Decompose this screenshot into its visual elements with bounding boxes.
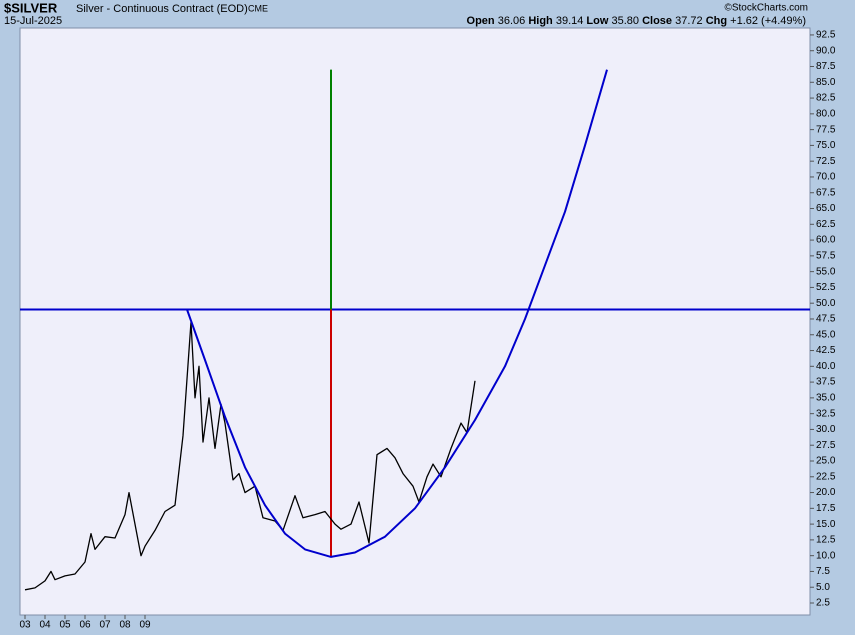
y-tick-label: 62.5 [816, 219, 836, 230]
y-tick-label: 42.5 [816, 345, 836, 356]
y-tick-label: 17.5 [816, 503, 836, 514]
chart-title: Silver - Continuous Contract (EOD) [76, 3, 248, 15]
y-tick-label: 37.5 [816, 377, 836, 388]
y-tick-label: 5.0 [816, 582, 830, 593]
x-tick-label: 04 [39, 620, 51, 631]
y-tick-label: 72.5 [816, 156, 836, 167]
x-tick-label: 07 [99, 620, 111, 631]
y-tick-label: 2.5 [816, 598, 830, 609]
x-tick-label: 03 [19, 620, 31, 631]
quote-label: Low [586, 15, 608, 27]
x-tick-label: 08 [119, 620, 131, 631]
y-tick-label: 45.0 [816, 329, 836, 340]
y-tick-label: 90.0 [816, 45, 836, 56]
y-tick-label: 52.5 [816, 282, 836, 293]
y-tick-label: 60.0 [816, 235, 836, 246]
y-tick-label: 92.5 [816, 30, 836, 41]
quote-value: 37.72 [675, 15, 703, 27]
quote-label: High [528, 15, 553, 27]
x-tick-label: 06 [79, 620, 91, 631]
quote: Open 36.06 High 39.14 Low 35.80 Close 37… [467, 15, 806, 27]
y-tick-label: 70.0 [816, 172, 836, 183]
y-tick-label: 57.5 [816, 250, 836, 261]
y-tick-label: 40.0 [816, 361, 836, 372]
y-tick-label: 30.0 [816, 424, 836, 435]
y-tick-label: 82.5 [816, 93, 836, 104]
y-tick-label: 50.0 [816, 298, 836, 309]
y-tick-label: 10.0 [816, 550, 836, 561]
y-tick-label: 15.0 [816, 519, 836, 530]
y-tick-label: 27.5 [816, 440, 836, 451]
y-tick-label: 35.0 [816, 393, 836, 404]
y-tick-label: 7.5 [816, 566, 830, 577]
y-tick-label: 85.0 [816, 77, 836, 88]
y-tick-label: 55.0 [816, 266, 836, 277]
symbol: $SILVER [4, 0, 58, 15]
y-tick-label: 20.0 [816, 487, 836, 498]
y-tick-label: 77.5 [816, 124, 836, 135]
y-tick-label: 80.0 [816, 108, 836, 119]
y-tick-label: 22.5 [816, 471, 836, 482]
quote-value: 36.06 [498, 15, 526, 27]
y-tick-label: 32.5 [816, 408, 836, 419]
y-tick-label: 12.5 [816, 535, 836, 546]
y-tick-label: 65.0 [816, 203, 836, 214]
exchange: CME [248, 3, 268, 13]
quote-value: 35.80 [611, 15, 639, 27]
y-tick-label: 47.5 [816, 314, 836, 325]
quote-value: +1.62 (+4.49%) [730, 15, 806, 27]
plot-area [19, 27, 811, 616]
x-tick-label: 05 [59, 620, 71, 631]
curve-line [186, 69, 608, 558]
quote-label: Chg [706, 15, 727, 27]
quote-label: Open [467, 15, 495, 27]
y-tick-label: 87.5 [816, 61, 836, 72]
price-line [24, 321, 476, 591]
y-tick-label: 67.5 [816, 187, 836, 198]
x-tick-label: 09 [139, 620, 151, 631]
y-tick-label: 25.0 [816, 456, 836, 467]
credit: ©StockCharts.com [724, 3, 808, 14]
quote-label: Close [642, 15, 672, 27]
quote-value: 39.14 [556, 15, 584, 27]
y-tick-label: 75.0 [816, 140, 836, 151]
date: 15-Jul-2025 [4, 15, 62, 27]
